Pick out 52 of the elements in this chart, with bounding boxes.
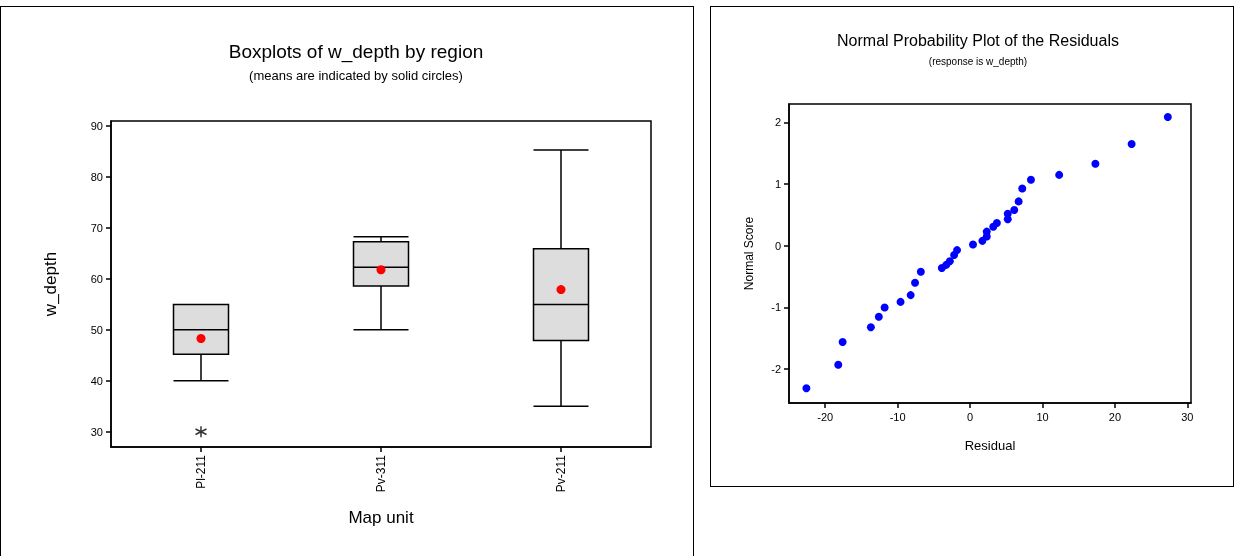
point <box>880 303 889 312</box>
point <box>992 218 1001 227</box>
x-tick-label: Pl-211 <box>194 454 208 489</box>
point <box>874 312 883 321</box>
point <box>953 246 962 255</box>
y-tick-label: -2 <box>771 363 781 376</box>
point <box>1091 159 1100 168</box>
y-axis-title: Normal Score <box>742 216 756 291</box>
x-tick-label: 20 <box>1108 410 1122 423</box>
point <box>838 337 847 346</box>
x-tick-label: -20 <box>817 410 834 423</box>
point <box>1018 184 1027 193</box>
x-tick-label: -10 <box>889 410 906 423</box>
chart-title: Normal Probability Plot of the Residuals <box>837 31 1119 49</box>
chart-subtitle: (response is w_depth) <box>928 55 1028 67</box>
point <box>1026 175 1035 184</box>
x-tick-label: 10 <box>1036 410 1049 423</box>
y-tick-label: 2 <box>774 116 781 129</box>
y-axis-title: w_depth <box>41 251 60 318</box>
point <box>968 240 977 249</box>
y-tick-label: 80 <box>90 171 103 184</box>
y-tick-label: -1 <box>771 301 781 314</box>
y-tick-label: 50 <box>90 323 103 336</box>
point <box>802 384 811 393</box>
point <box>1055 170 1064 179</box>
y-tick-label: 40 <box>90 374 103 387</box>
point <box>1163 112 1172 121</box>
x-axis-title: Residual <box>964 438 1016 453</box>
point <box>896 297 905 306</box>
x-tick-label: Pv-211 <box>554 454 568 493</box>
x-axis-title: Map unit <box>348 508 414 527</box>
point <box>916 267 925 276</box>
point <box>1014 197 1023 206</box>
x-tick-label: Pv-311 <box>374 454 388 493</box>
x-tick-label: 30 <box>1181 410 1194 423</box>
point <box>1003 209 1012 218</box>
x-tick-label: 0 <box>967 410 974 423</box>
point <box>1127 140 1136 149</box>
point <box>834 360 843 369</box>
chart-title: Boxplots of w_depth by region <box>228 41 484 63</box>
point <box>906 291 915 300</box>
y-tick-label: 1 <box>774 178 781 191</box>
y-tick-label: 60 <box>90 272 103 285</box>
y-tick-label: 0 <box>774 239 781 252</box>
point <box>866 323 875 332</box>
y-tick-label: 70 <box>90 221 103 234</box>
point <box>911 278 920 287</box>
y-tick-label: 90 <box>90 120 103 133</box>
chart-subtitle: (means are indicated by solid circles) <box>249 68 463 83</box>
y-tick-label: 30 <box>90 425 103 438</box>
point <box>982 227 991 236</box>
point <box>1010 206 1019 215</box>
